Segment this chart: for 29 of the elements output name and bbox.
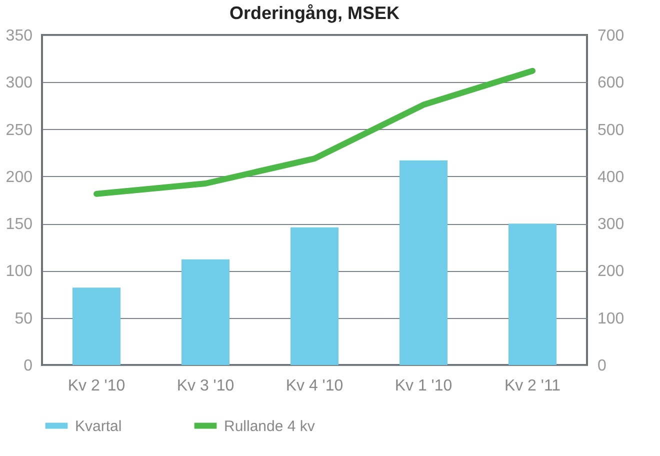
legend-label: Kvartal: [75, 418, 122, 435]
y-tick-label: 200: [6, 168, 33, 186]
bar: [508, 224, 556, 365]
bar: [72, 288, 120, 365]
y2-tick-label: 600: [598, 74, 624, 92]
x-tick-label: Kv 2 '10: [68, 378, 126, 394]
bar: [400, 160, 448, 365]
y-tick-label: 100: [6, 263, 33, 280]
y-tick-label: 250: [6, 122, 33, 139]
y-tick-label: 150: [6, 216, 33, 234]
x-tick-label: Kv 3 '10: [176, 378, 234, 394]
y-tick-label: 300: [6, 74, 33, 92]
y2-tick-label: 400: [598, 168, 624, 186]
y-tick-label: 0: [24, 358, 33, 374]
bar: [290, 227, 338, 365]
y2-tick-label: 200: [598, 263, 624, 280]
y-tick-label: 50: [14, 310, 33, 328]
y-tick-label: 350: [6, 28, 33, 44]
bar: [182, 259, 230, 365]
chart-title: Orderingång, MSEK: [229, 3, 400, 23]
x-tick-label: Kv 1 '10: [394, 378, 452, 394]
y2-tick-label: 700: [598, 28, 624, 44]
y2-tick-label: 0: [598, 358, 606, 374]
y2-tick-label: 500: [598, 122, 624, 139]
y2-tick-label: 300: [598, 216, 624, 234]
x-tick-label: Kv 2 '11: [504, 378, 561, 394]
legend-label: Rullande 4 kv: [224, 418, 316, 435]
x-tick-label: Kv 4 '10: [286, 378, 344, 394]
y2-tick-label: 100: [598, 310, 624, 328]
